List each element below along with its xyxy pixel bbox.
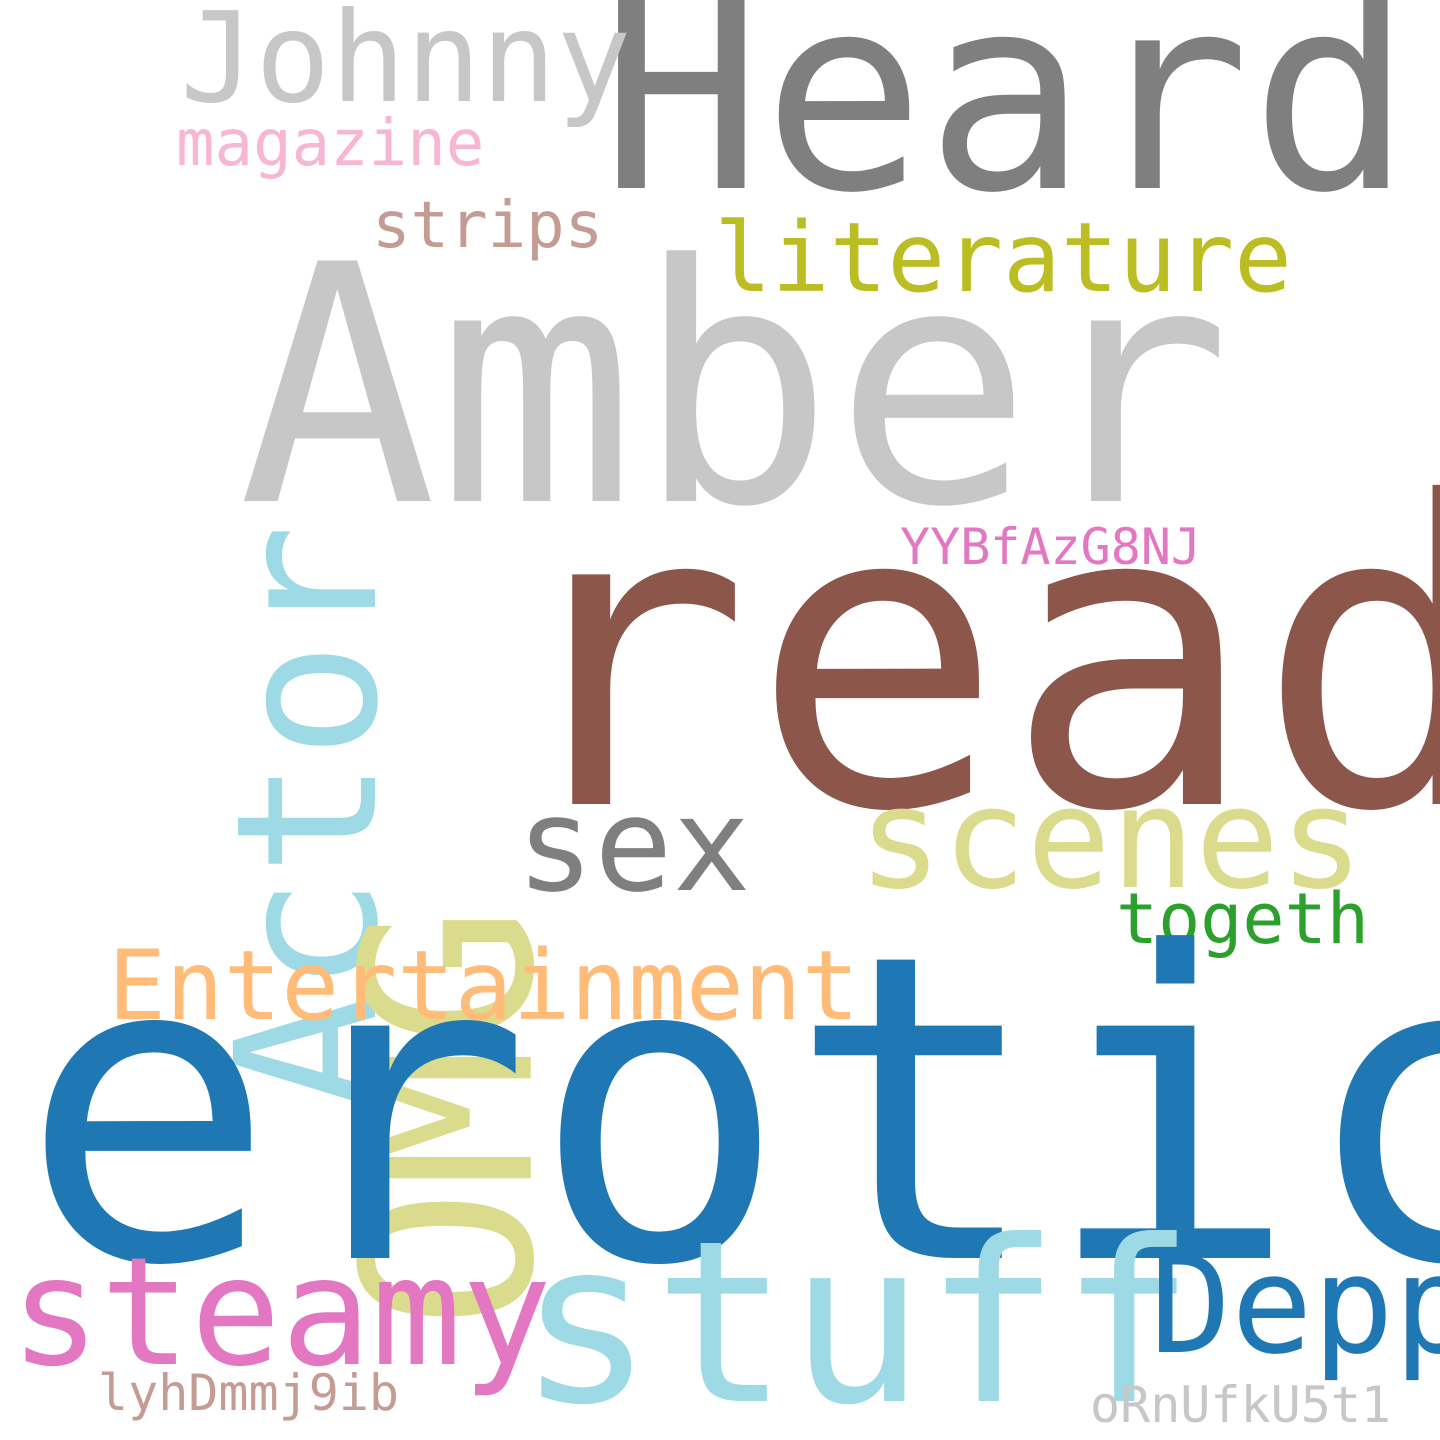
word-sex: sex xyxy=(516,769,751,921)
word-erotic: erotic xyxy=(20,865,1440,1359)
word-lyhdmmj9ib: lyhDmmj9ib xyxy=(98,1364,400,1422)
word-read: read xyxy=(498,415,1440,904)
word-heard: Heard xyxy=(600,0,1413,252)
word-literature: literature xyxy=(714,202,1292,314)
word-entertainment: Entertainment xyxy=(108,930,860,1042)
word-johnny: Johnny xyxy=(180,0,632,131)
word-scenes: scenes xyxy=(858,758,1364,921)
word-depp: Depp xyxy=(1150,1227,1440,1384)
word-amber: Amber xyxy=(238,195,1232,579)
word-togeth: togeth xyxy=(1116,878,1369,960)
word-stuff: stuff xyxy=(518,1193,1196,1440)
word-magazine: magazine xyxy=(176,107,485,181)
word-strips: strips xyxy=(372,189,604,263)
word-yybfazg8nj: YYBfAzG8NJ xyxy=(900,518,1202,576)
word-ornufku5t1: oRnUfkU5t1 xyxy=(1090,1376,1392,1434)
word-steamy: steamy xyxy=(10,1226,552,1400)
